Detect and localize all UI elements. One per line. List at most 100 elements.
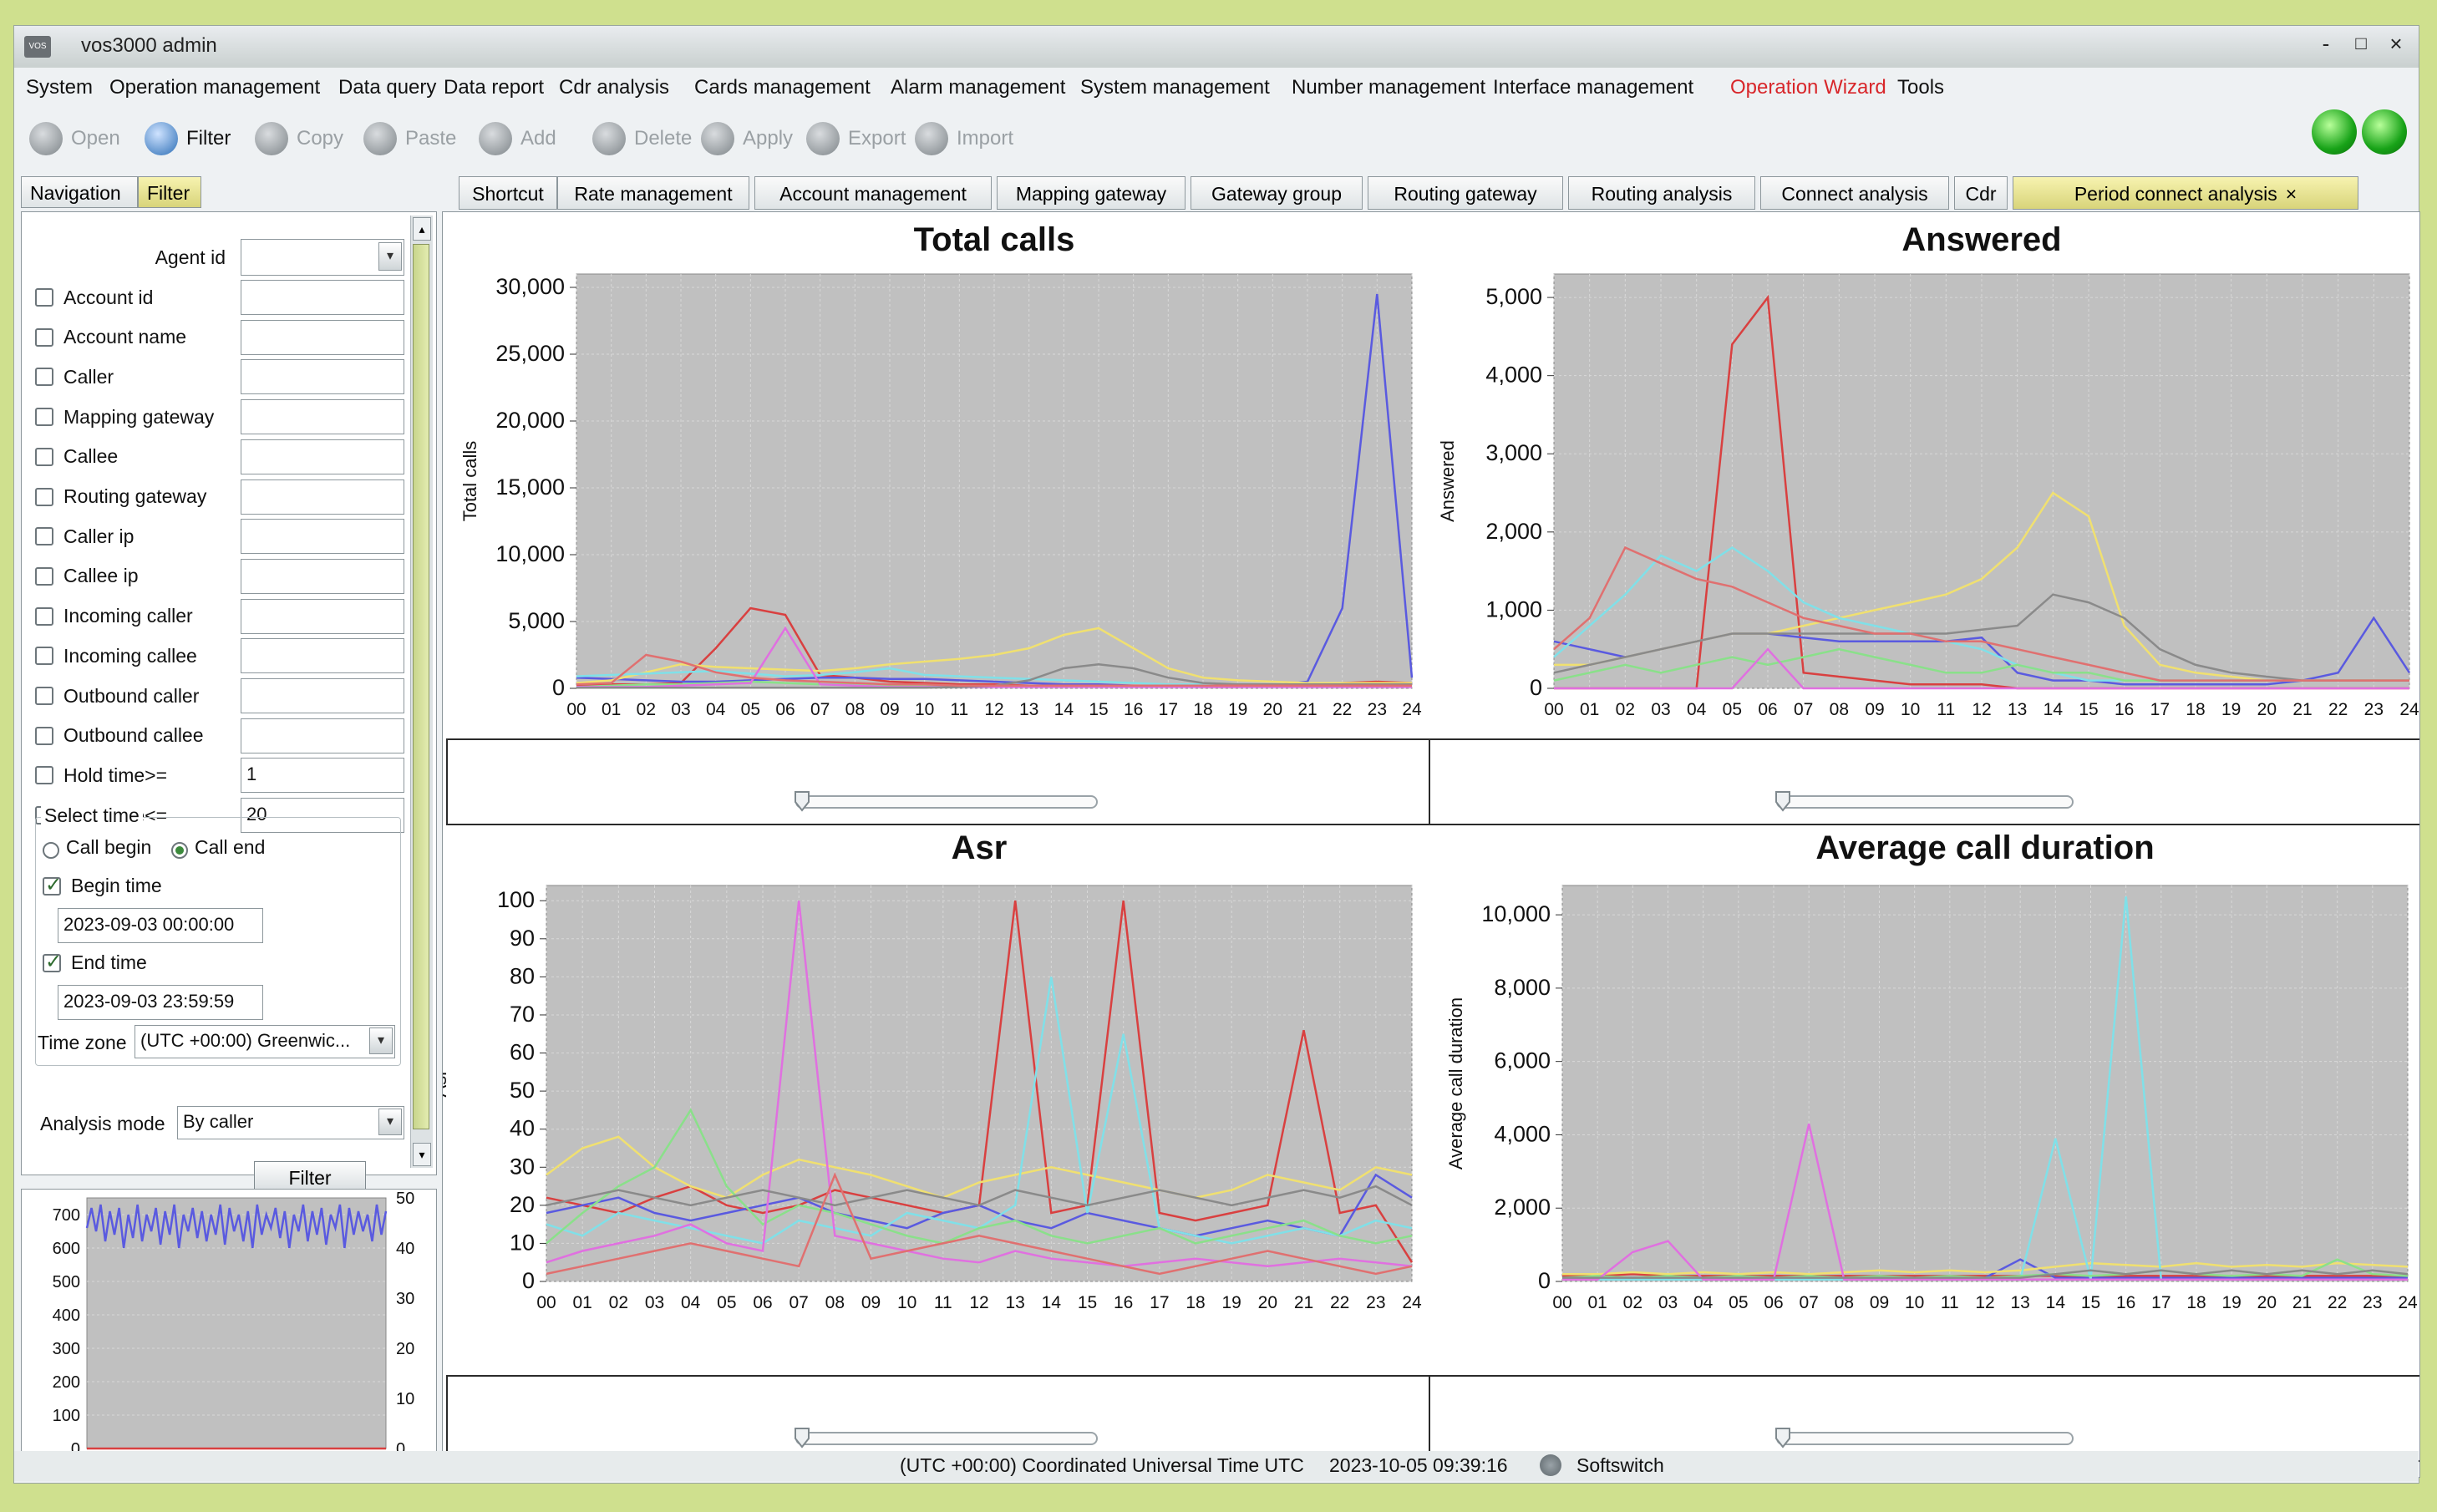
tab-cdr[interactable]: Cdr [1954, 176, 2008, 210]
menu-interface-management[interactable]: Interface management [1493, 76, 1694, 99]
filter-button[interactable]: Filter [145, 118, 231, 160]
tab-connect-analysis[interactable]: Connect analysis [1760, 176, 1949, 210]
menu-cards-management[interactable]: Cards management [694, 76, 871, 99]
filter-caller-ip-checkbox[interactable]: Caller ip [35, 520, 134, 553]
filter-routing-gateway-checkbox[interactable]: Routing gateway [35, 480, 206, 514]
begin-time-checkbox[interactable]: Begin time [43, 873, 162, 897]
agent-id-select[interactable]: ▾ [241, 239, 404, 276]
filter-caller-ip-input[interactable] [241, 519, 404, 555]
filter-hold-time-input[interactable]: 20 [241, 798, 404, 834]
filter-account-id-checkbox[interactable]: Account id [35, 281, 153, 314]
filter-caller-label: Caller [63, 365, 114, 388]
chevron-down-icon[interactable]: ▾ [378, 1109, 402, 1135]
slider-knob-icon[interactable] [794, 1427, 810, 1449]
filter-caller-checkbox[interactable]: Caller [35, 360, 114, 393]
filter-callee-ip-input[interactable] [241, 558, 404, 594]
slider-knob-icon[interactable] [794, 790, 810, 812]
tab-mapping-gateway[interactable]: Mapping gateway [997, 176, 1185, 210]
range-slider[interactable] [1775, 1428, 2074, 1449]
filter-callee-input[interactable] [241, 439, 404, 474]
menu-system[interactable]: System [26, 76, 94, 99]
tab-navigation[interactable]: Navigation [21, 176, 138, 208]
scroll-thumb[interactable] [413, 244, 429, 1129]
y-tick-label: 200 [53, 1373, 80, 1392]
apply-button[interactable]: Apply [701, 118, 793, 160]
menu-cdr-analysis[interactable]: Cdr analysis [559, 76, 670, 99]
menu-tools[interactable]: Tools [1897, 76, 1945, 99]
tab-period-connect-analysis[interactable]: Period connect analysis × [2013, 176, 2358, 210]
time-zone-select[interactable]: (UTC +00:00) Greenwic... ▾ [135, 1025, 395, 1058]
close-button[interactable]: × [2389, 31, 2403, 56]
menu-operation-management[interactable]: Operation management [109, 76, 321, 99]
filter-caller-input[interactable] [241, 359, 404, 395]
chevron-down-icon[interactable]: ▾ [369, 1027, 393, 1054]
menu-data-query[interactable]: Data query [338, 76, 437, 99]
begin-time-input[interactable]: 2023-09-03 00:00:00 [58, 908, 263, 943]
total-calls-chart: Total calls Total calls 00 01 02 03 04 05 06 07 08… [459, 221, 1422, 719]
end-time-input[interactable]: 2023-09-03 23:59:59 [58, 985, 263, 1020]
filter-account-name-input[interactable] [241, 319, 404, 355]
filter-incoming-callee-checkbox[interactable]: Incoming callee [35, 639, 197, 672]
maximize-button[interactable]: □ [2355, 33, 2367, 53]
filter-incoming-caller-checkbox[interactable]: Incoming caller [35, 600, 193, 633]
filter-hold-time-input[interactable]: 1 [241, 758, 404, 794]
minimize-button[interactable]: - [2322, 31, 2330, 56]
export-button[interactable]: Export [806, 118, 906, 160]
analysis-mode-select[interactable]: By caller ▾ [177, 1106, 404, 1139]
filter-mapping-gateway-checkbox[interactable]: Mapping gateway [35, 400, 214, 434]
x-tick-label: 02 [609, 1293, 628, 1312]
call-end-radio[interactable]: Call end [171, 836, 265, 859]
filter-callee-checkbox[interactable]: Callee [35, 440, 118, 474]
tab-filter[interactable]: Filter [138, 176, 201, 208]
filter-mapping-gateway-input[interactable] [241, 399, 404, 435]
settings-gear-icon[interactable] [1540, 1454, 1561, 1476]
menu-number-management[interactable]: Number management [1292, 76, 1486, 99]
y-tick-label: 20,000 [495, 408, 565, 433]
checkbox-icon [35, 408, 53, 427]
call-begin-radio[interactable]: Call begin [43, 836, 151, 859]
filter-incoming-callee-input[interactable] [241, 638, 404, 674]
filter-outbound-caller-input[interactable] [241, 678, 404, 713]
tab-routing-gateway[interactable]: Routing gateway [1368, 176, 1563, 210]
chevron-down-icon[interactable]: ▾ [413, 1143, 431, 1166]
chevron-down-icon[interactable]: ▾ [378, 242, 402, 271]
chevron-up-icon[interactable]: ▴ [413, 217, 431, 241]
filter-routing-gateway-input[interactable] [241, 479, 404, 515]
copy-button[interactable]: Copy [255, 118, 343, 160]
x-tick-label: 04 [706, 700, 726, 719]
close-tab-icon[interactable]: × [2285, 183, 2297, 205]
filter-scrollbar[interactable]: ▴ ▾ [410, 216, 433, 1168]
tab-account-management[interactable]: Account management [754, 176, 992, 210]
import-button[interactable]: Import [915, 118, 1013, 160]
range-slider[interactable] [795, 791, 1098, 812]
filter-account-id-input[interactable] [241, 280, 404, 315]
filter-incoming-caller-input[interactable] [241, 598, 404, 634]
range-slider[interactable] [795, 1428, 1098, 1449]
menu-data-report[interactable]: Data report [444, 76, 545, 99]
filter-incoming-caller-label: Incoming caller [63, 605, 193, 627]
x-tick-label: 08 [825, 1293, 845, 1312]
filter-outbound-callee-input[interactable] [241, 718, 404, 753]
tab-gateway-group[interactable]: Gateway group [1191, 176, 1363, 210]
slider-knob-icon[interactable] [1774, 790, 1791, 812]
tab-routing-analysis[interactable]: Routing analysis [1568, 176, 1755, 210]
call-begin-label: Call begin [66, 836, 152, 858]
add-button[interactable]: Add [479, 118, 556, 160]
range-slider[interactable] [1775, 791, 2074, 812]
filter-account-name-checkbox[interactable]: Account name [35, 321, 186, 354]
slider-knob-icon[interactable] [1774, 1427, 1791, 1449]
filter-outbound-callee-checkbox[interactable]: Outbound callee [35, 719, 204, 753]
menu-operation-wizard[interactable]: Operation Wizard [1730, 76, 1886, 99]
menu-alarm-management[interactable]: Alarm management [891, 76, 1066, 99]
menu-system-management[interactable]: System management [1080, 76, 1270, 99]
filter-callee-ip-checkbox[interactable]: Callee ip [35, 560, 139, 593]
end-time-checkbox[interactable]: End time [43, 950, 147, 974]
filter-hold-time-checkbox[interactable]: Hold time>= [35, 759, 167, 792]
open-button[interactable]: Open [29, 118, 120, 160]
time-zone-label: Time zone [38, 1032, 127, 1053]
paste-button[interactable]: Paste [363, 118, 456, 160]
delete-button[interactable]: Delete [592, 118, 692, 160]
tab-rate-management[interactable]: Rate management [557, 176, 749, 210]
filter-outbound-caller-checkbox[interactable]: Outbound caller [35, 679, 199, 713]
tab-shortcut[interactable]: Shortcut [459, 176, 557, 210]
